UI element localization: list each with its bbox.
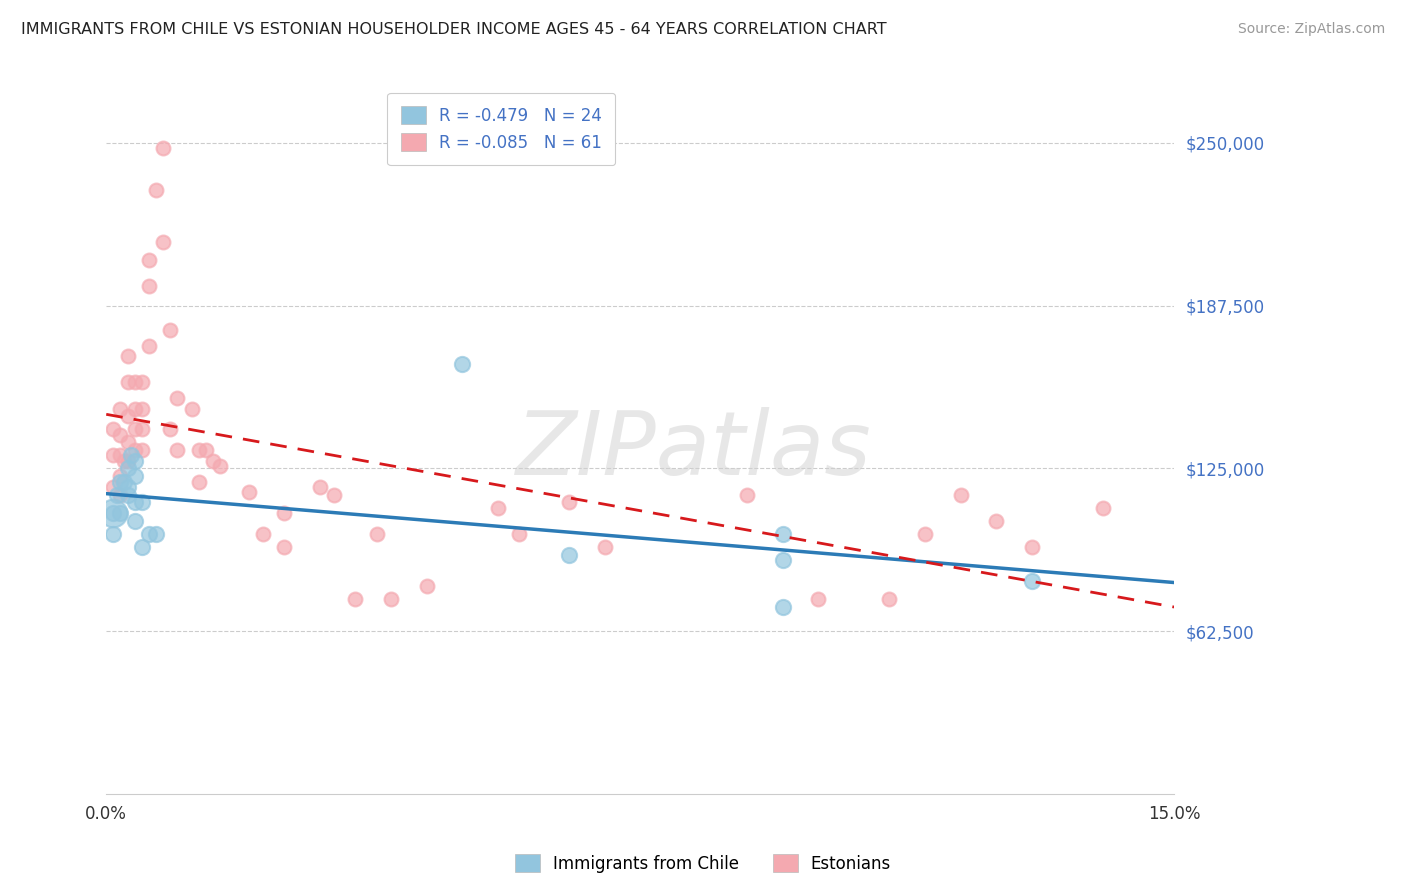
Text: IMMIGRANTS FROM CHILE VS ESTONIAN HOUSEHOLDER INCOME AGES 45 - 64 YEARS CORRELAT: IMMIGRANTS FROM CHILE VS ESTONIAN HOUSEH… (21, 22, 887, 37)
Point (380, 591, 402, 606)
Point (807, 591, 830, 606)
Point (145, 526, 167, 541)
Point (415, 579, 437, 593)
Point (194, 443, 217, 458)
Point (105, 487, 128, 501)
Text: ZIPatlas: ZIPatlas (516, 408, 872, 493)
Point (131, 443, 153, 458)
Point (103, 422, 125, 436)
Point (984, 514, 1007, 528)
Point (273, 540, 295, 554)
Legend: R = -0.479   N = 24, R = -0.085   N = 61: R = -0.479 N = 24, R = -0.085 N = 61 (388, 93, 616, 165)
Point (558, 548, 581, 562)
Point (209, 458, 232, 473)
Point (131, 401, 153, 416)
Point (110, 469, 132, 483)
Point (103, 526, 125, 541)
Point (124, 453, 146, 467)
Point (772, 599, 794, 614)
Point (202, 453, 225, 467)
Point (112, 453, 135, 467)
Point (138, 526, 160, 541)
Point (152, 235, 174, 249)
Point (131, 422, 153, 436)
Point (138, 339, 160, 353)
Point (124, 469, 146, 483)
Point (117, 435, 139, 450)
Point (117, 376, 139, 390)
Point (558, 495, 581, 509)
Point (124, 495, 146, 509)
Point (110, 475, 132, 489)
Legend: Immigrants from Chile, Estonians: Immigrants from Chile, Estonians (508, 847, 898, 880)
Point (772, 526, 794, 541)
Point (451, 357, 474, 371)
Point (914, 526, 936, 541)
Point (152, 141, 174, 155)
Point (138, 279, 160, 293)
Point (593, 540, 616, 554)
Point (1091, 500, 1114, 515)
Point (486, 500, 509, 515)
Point (273, 506, 295, 520)
Point (344, 591, 367, 606)
Point (131, 376, 153, 390)
Point (508, 526, 530, 541)
Point (103, 506, 125, 520)
Point (124, 401, 146, 416)
Point (124, 443, 146, 458)
Point (735, 487, 758, 501)
Point (103, 449, 125, 463)
Point (366, 526, 388, 541)
Point (117, 461, 139, 475)
Point (138, 252, 160, 267)
Point (112, 475, 135, 489)
Point (159, 422, 181, 436)
Point (252, 526, 274, 541)
Point (308, 480, 330, 494)
Point (879, 591, 901, 606)
Point (238, 485, 260, 500)
Point (166, 391, 188, 405)
Point (949, 487, 972, 501)
Point (110, 401, 132, 416)
Point (110, 487, 132, 501)
Point (117, 487, 139, 501)
Point (110, 506, 132, 520)
Point (103, 506, 125, 520)
Point (1021, 574, 1043, 588)
Point (159, 323, 181, 337)
Point (323, 487, 346, 501)
Point (117, 453, 139, 467)
Point (120, 449, 142, 463)
Point (187, 475, 209, 489)
Point (131, 495, 153, 509)
Point (124, 376, 146, 390)
Point (110, 449, 132, 463)
Point (187, 443, 209, 458)
Point (124, 514, 146, 528)
Point (117, 480, 139, 494)
Point (117, 409, 139, 424)
Text: Source: ZipAtlas.com: Source: ZipAtlas.com (1237, 22, 1385, 37)
Point (145, 182, 167, 196)
Point (166, 443, 188, 458)
Point (1021, 540, 1043, 554)
Point (103, 480, 125, 494)
Point (772, 553, 794, 567)
Point (124, 422, 146, 436)
Point (180, 401, 202, 416)
Point (110, 427, 132, 442)
Point (117, 350, 139, 364)
Point (131, 540, 153, 554)
